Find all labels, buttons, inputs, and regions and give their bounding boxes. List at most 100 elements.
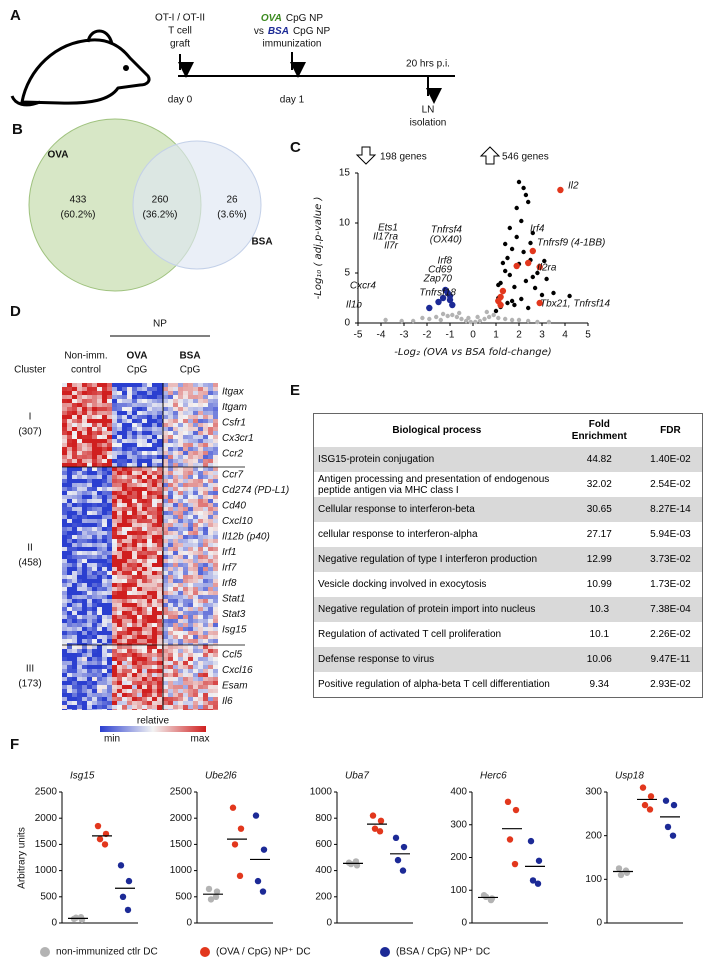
heatmap-cell: [97, 689, 102, 693]
heatmap-cell: [137, 491, 142, 495]
heatmap-cell: [87, 603, 92, 607]
heatmap-cell: [203, 463, 208, 467]
heatmap-cell: [157, 661, 162, 665]
heatmap-cell: [137, 435, 142, 439]
heatmap-cell: [152, 579, 157, 583]
heatmap-cell: [163, 607, 168, 611]
heatmap-cell: [208, 543, 213, 547]
point: [525, 259, 532, 267]
heatmap-cell: [72, 463, 77, 467]
heatmap-cell: [107, 407, 112, 411]
heatmap-cell: [163, 467, 168, 471]
heatmap-cell: [137, 607, 142, 611]
heatmap-cell: [107, 447, 112, 451]
heatmap-cell: [107, 543, 112, 547]
point: [493, 308, 499, 314]
heatmap-cell: [142, 653, 147, 657]
heatmap-cell: [193, 511, 198, 515]
heatmap-cell: [87, 665, 92, 669]
heatmap-cell: [117, 415, 122, 419]
heatmap-cell: [127, 547, 132, 551]
heatmap-cell: [168, 487, 173, 491]
heatmap-cell: [163, 499, 168, 503]
heatmap-cell: [92, 447, 97, 451]
heatmap-cell: [193, 503, 198, 507]
heatmap-cell: [127, 631, 132, 635]
heatmap-cell: [152, 709, 157, 710]
heatmap-cell: [82, 451, 87, 455]
heatmap-cell: [132, 459, 137, 463]
heatmap-cell: [107, 411, 112, 415]
heatmap-cell: [152, 391, 157, 395]
heatmap-cell: [198, 615, 203, 619]
heatmap-cell: [152, 387, 157, 391]
heatmap-cell: [62, 583, 67, 587]
point: [567, 293, 572, 299]
heatmap-cell: [152, 395, 157, 399]
gene-label: Tnfrsf9 (4-1BB): [537, 238, 605, 249]
heatmap-cell: [72, 653, 77, 657]
heatmap-cell: [102, 519, 107, 523]
y-tick-label: 1500: [35, 839, 58, 850]
heatmap-cell: [122, 693, 127, 697]
heatmap-cell: [183, 627, 188, 631]
heatmap-cell: [87, 539, 92, 543]
heatmap-cell: [132, 643, 137, 645]
heatmap-cell: [137, 567, 142, 571]
heatmap-cell: [92, 701, 97, 705]
heatmap-cell: [102, 395, 107, 399]
point: [530, 230, 535, 236]
heatmap-cell: [102, 669, 107, 673]
heatmap-cell: [193, 653, 198, 657]
heatmap-cell: [173, 443, 178, 447]
heatmap-cell: [168, 463, 173, 467]
heatmap-cell: [137, 701, 142, 705]
heatmap-cell: [62, 475, 67, 479]
heatmap-cell: [132, 681, 137, 685]
heatmap-cell: [72, 511, 77, 515]
heatmap-cell: [112, 499, 117, 503]
heatmap-cell: [203, 587, 208, 591]
heatmap-cell: [147, 607, 152, 611]
heatmap-cell: [208, 435, 213, 439]
heatmap-cell: [122, 415, 127, 419]
heatmap-cell: [213, 587, 218, 591]
heatmap-cell: [193, 599, 198, 603]
heatmap-cell: [122, 523, 127, 527]
heatmap-cell: [198, 599, 203, 603]
heatmap-cell: [92, 455, 97, 459]
heatmap-cell: [157, 575, 162, 579]
heatmap-cell: [102, 645, 107, 649]
heatmap-cell: [132, 535, 137, 539]
heatmap-cell: [183, 615, 188, 619]
heatmap-cell: [208, 491, 213, 495]
heatmap-cell: [213, 619, 218, 623]
heatmap-cell: [193, 665, 198, 669]
heatmap-cell: [102, 677, 107, 681]
heatmap-cell: [188, 395, 193, 399]
heatmap-cell: [72, 587, 77, 591]
heatmap-cell: [188, 603, 193, 607]
heatmap-cell: [72, 551, 77, 555]
heatmap-cell: [112, 643, 117, 645]
heatmap-cell: [213, 595, 218, 599]
heatmap-cell: [132, 395, 137, 399]
heatmap-cell: [97, 657, 102, 661]
heatmap-cell: [178, 643, 183, 645]
heatmap-cell: [112, 419, 117, 423]
heatmap-cell: [127, 491, 132, 495]
heatmap-cell: [77, 539, 82, 543]
heatmap-cell: [117, 559, 122, 563]
heatmap-cell: [183, 383, 188, 387]
heatmap-cell: [203, 693, 208, 697]
heatmap-cell: [183, 391, 188, 395]
heatmap-cell: [77, 697, 82, 701]
heatmap-cell: [87, 427, 92, 431]
heatmap-cell: [193, 645, 198, 649]
heatmap-cell: [188, 575, 193, 579]
heatmap-cell: [178, 627, 183, 631]
heatmap-cell: [67, 419, 72, 423]
heatmap-cell: [97, 595, 102, 599]
heatmap-cell: [62, 665, 67, 669]
np-label: NP: [153, 319, 167, 330]
